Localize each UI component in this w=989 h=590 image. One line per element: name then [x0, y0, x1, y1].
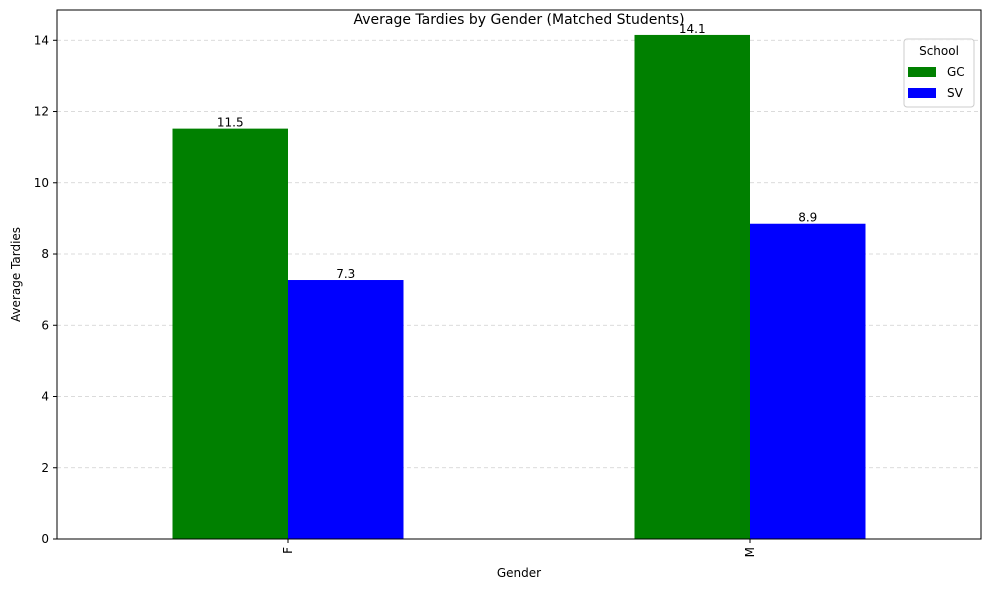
- y-tick-label: 14: [34, 33, 49, 47]
- y-tick-label: 4: [41, 390, 49, 404]
- y-tick-label: 12: [34, 105, 49, 119]
- y-tick-label: 10: [34, 176, 49, 190]
- bar-value-label: 14.1: [679, 22, 706, 36]
- bar-sv-f: [288, 280, 404, 539]
- legend: School GC SV: [903, 38, 975, 108]
- y-tick-label: 2: [41, 461, 49, 475]
- plot-area-frame: [56, 9, 982, 540]
- y-tick-label: 6: [41, 318, 49, 332]
- x-axis-label: Gender: [497, 566, 541, 580]
- y-axis-label: Average Tardies: [9, 227, 23, 322]
- bar-value-label: 7.3: [336, 267, 355, 281]
- legend-swatch-sv: [908, 88, 936, 98]
- y-tick-label: 0: [41, 532, 49, 546]
- bar-sv-m: [750, 223, 866, 540]
- bar-gc-m: [634, 34, 750, 539]
- legend-label-gc: GC: [947, 65, 965, 79]
- x-tick-label: F: [281, 547, 295, 554]
- x-tick-label: M: [743, 547, 757, 557]
- y-tick-label: 8: [41, 247, 49, 261]
- bar-gc-f: [172, 128, 288, 539]
- bar-value-label: 11.5: [217, 116, 244, 130]
- bar-value-label: 8.9: [798, 211, 817, 225]
- legend-label-sv: SV: [947, 86, 964, 100]
- legend-swatch-gc: [908, 67, 936, 77]
- bars-group: [172, 34, 866, 540]
- y-axis-ticks: 0 2 4 6 8 10 12 14: [34, 33, 57, 546]
- legend-title: School: [919, 44, 959, 58]
- chart-title: Average Tardies by Gender (Matched Stude…: [353, 12, 684, 28]
- value-labels-group: 11.5 7.3 14.1 8.9: [217, 22, 817, 281]
